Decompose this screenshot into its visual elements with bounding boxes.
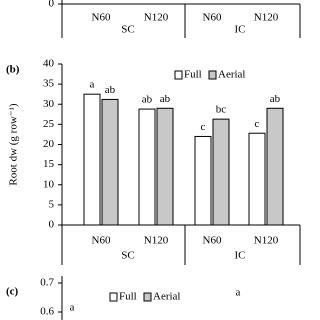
bar (83, 93, 101, 226)
y-tick-label: 5 (49, 198, 55, 210)
y-tick-label: 40 (43, 58, 55, 70)
y-axis-label: Root dw (g row⁻¹) (8, 103, 20, 185)
x-tick-label: N120 (144, 12, 169, 24)
y-tick-label: 15 (43, 158, 55, 170)
x-tick-label: N120 (254, 12, 279, 24)
significance-label: a (90, 79, 95, 91)
bar (194, 135, 212, 226)
legend-label: Aerial (218, 69, 245, 81)
panel-label: (b) (6, 64, 20, 76)
significance-label: ab (270, 93, 281, 105)
legend-label: Full (119, 291, 137, 303)
significance-label: ab (105, 84, 116, 96)
y-tick-label: 0.7 (40, 277, 54, 289)
significance-label: bc (216, 104, 227, 116)
x-tick-label: N60 (92, 235, 111, 247)
bar (138, 108, 156, 226)
legend-swatch (174, 70, 183, 80)
y-tick-label: 0 (49, 0, 55, 10)
y-tick-label: 0 (49, 219, 55, 231)
y-tick-label: 25 (43, 118, 55, 130)
group-label: IC (235, 250, 246, 262)
legend-swatch (143, 292, 152, 302)
bar (156, 107, 174, 226)
y-tick-label: 30 (43, 98, 55, 110)
y-tick-label: 20 (43, 138, 55, 150)
significance-label: ab (142, 94, 153, 106)
group-label: IC (235, 24, 246, 36)
annotation: a (70, 302, 75, 314)
bar (212, 118, 230, 226)
group-label: SC (121, 250, 134, 262)
y-tick-label: 10 (43, 178, 55, 190)
x-tick-label: N60 (92, 12, 111, 24)
bar (101, 98, 119, 226)
group-label: SC (121, 24, 134, 36)
bar (266, 107, 284, 226)
annotation: a (236, 287, 241, 299)
significance-label: c (201, 121, 206, 133)
legend-swatch (109, 292, 118, 302)
x-tick-label: N120 (144, 235, 169, 247)
significance-label: ab (160, 93, 171, 105)
panel-label: (c) (6, 286, 19, 298)
legend-swatch (208, 70, 217, 80)
legend-label: Full (184, 69, 202, 81)
legend-label: Aerial (153, 291, 180, 303)
x-tick-label: N60 (203, 12, 222, 24)
significance-label: c (255, 118, 260, 130)
x-tick-label: N120 (254, 235, 279, 247)
x-tick-label: N60 (203, 235, 222, 247)
y-tick-label: 0.6 (40, 306, 54, 318)
bar (248, 132, 266, 226)
y-tick-label: 35 (43, 78, 55, 90)
